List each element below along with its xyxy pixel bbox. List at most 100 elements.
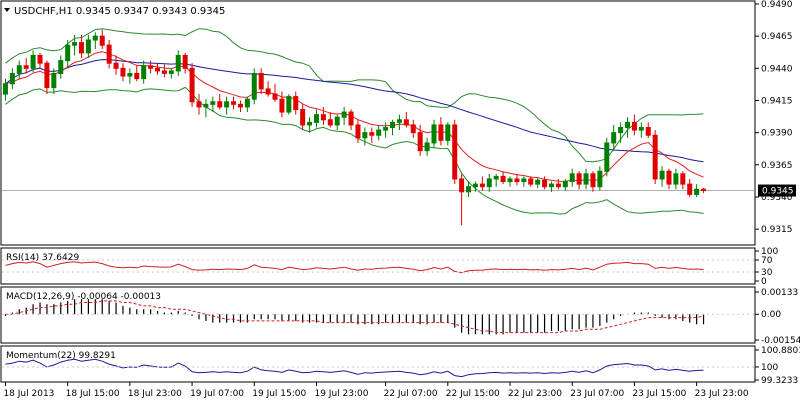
candle — [141, 60, 147, 84]
candle-body — [313, 114, 319, 123]
candle — [362, 127, 368, 146]
candle-body — [528, 178, 534, 185]
macd-axis-tick-label: 0.00133 — [761, 288, 798, 298]
candle-body — [576, 173, 582, 185]
candle — [355, 119, 361, 143]
candle-body — [355, 124, 361, 139]
time-tick-label: 22 Jul 07:00 — [384, 389, 438, 399]
candle — [569, 168, 575, 187]
candle — [521, 176, 527, 187]
time-tick-label: 18 Jul 2013 — [3, 389, 54, 399]
candle-body — [625, 121, 631, 129]
candle-body — [618, 127, 624, 134]
momentum-label: Momentum(22) 99.8291 — [6, 351, 116, 361]
macd-label: MACD(12,26,9) -0.00064 -0.00013 — [6, 292, 161, 302]
momentum-axis-tick-label: 100 — [761, 363, 778, 373]
candle — [576, 171, 582, 190]
price-axis-tick-label: 0.9315 — [761, 225, 793, 235]
chart-header: USDCHF,H1 0.9345 0.9347 0.9343 0.9345 — [4, 6, 225, 17]
candle — [175, 50, 181, 77]
candle-body — [85, 39, 91, 54]
candle — [466, 181, 472, 197]
candle-body — [452, 124, 458, 180]
candle — [272, 83, 278, 102]
candle — [148, 60, 154, 74]
candle — [673, 168, 679, 190]
candle-body — [134, 72, 140, 80]
candle-body — [701, 188, 707, 192]
candle-body — [431, 124, 437, 144]
candle-body — [590, 173, 596, 188]
candle-body — [120, 67, 126, 77]
macd-panel[interactable]: 0.00133 0.00 -0.00154 MACD(12,26,9) -0.000… — [0, 286, 800, 346]
candle-body — [58, 60, 64, 74]
momentum-panel[interactable]: 100.8801 100 99.3233 Momentum(22) 99.8291 — [0, 345, 800, 386]
time-tick-label: 19 Jul 23:00 — [314, 389, 368, 399]
candle — [2, 78, 8, 101]
rsi-axis-tick-label: 70 — [761, 256, 773, 266]
candle-body — [148, 65, 154, 69]
candle-body — [507, 178, 513, 183]
candle — [493, 173, 499, 187]
price-panel[interactable]: 0.9490 0.9465 0.9440 0.9415 0.9390 0.9365 0.93… — [0, 0, 796, 246]
momentum-series — [2, 358, 754, 378]
candle — [625, 117, 631, 138]
candle — [313, 109, 319, 128]
candle-body — [611, 132, 617, 144]
candle — [341, 106, 347, 125]
candle — [320, 106, 326, 125]
macd-axis-tick-label: 0.00 — [761, 310, 781, 320]
candle — [30, 50, 36, 73]
candle — [279, 91, 285, 118]
chart-menu-triangle-icon[interactable] — [4, 8, 10, 12]
price-axis-tick-label: 0.9340 — [761, 193, 793, 203]
candle — [127, 68, 133, 84]
candle — [376, 124, 382, 141]
candle — [224, 96, 230, 115]
candle — [486, 173, 492, 192]
candle-body — [362, 132, 368, 139]
price-axis-tick-label: 0.9490 — [761, 0, 793, 10]
candle — [618, 122, 624, 143]
candle — [348, 109, 354, 131]
candle — [300, 104, 306, 131]
candle — [244, 96, 250, 113]
candle-body — [99, 35, 105, 46]
candle — [631, 114, 637, 136]
price-axis-tick-label: 0.9465 — [761, 32, 793, 42]
candle-body — [369, 132, 375, 136]
candle-body — [92, 35, 98, 41]
candle-body — [645, 127, 651, 136]
candle — [210, 96, 216, 113]
candle-body — [320, 114, 326, 121]
candle — [258, 68, 264, 95]
candle — [58, 55, 64, 79]
candle-body — [466, 186, 472, 193]
candle — [72, 34, 78, 56]
candle — [452, 119, 458, 185]
candle-body — [410, 124, 416, 134]
candle-body — [78, 42, 84, 54]
candle — [500, 171, 506, 185]
candle-body — [231, 101, 237, 105]
candle — [231, 96, 237, 110]
candle — [286, 94, 292, 115]
candle-body — [51, 72, 57, 89]
time-tick-label: 19 Jul 15:00 — [252, 389, 306, 399]
time-tick-label: 22 Jul 23:00 — [508, 389, 562, 399]
candle — [542, 176, 548, 190]
candle-body — [327, 119, 333, 126]
candle-body — [23, 65, 29, 69]
price-panel-frame — [0, 0, 756, 246]
fast-moving-average-line — [5, 51, 704, 182]
rsi-axis-tick-label: 100 — [761, 247, 778, 257]
candle-body — [583, 173, 589, 185]
candle — [65, 40, 71, 69]
candle-body — [445, 124, 451, 141]
candle — [701, 187, 707, 194]
candle-body — [224, 101, 230, 108]
candle — [9, 68, 15, 89]
